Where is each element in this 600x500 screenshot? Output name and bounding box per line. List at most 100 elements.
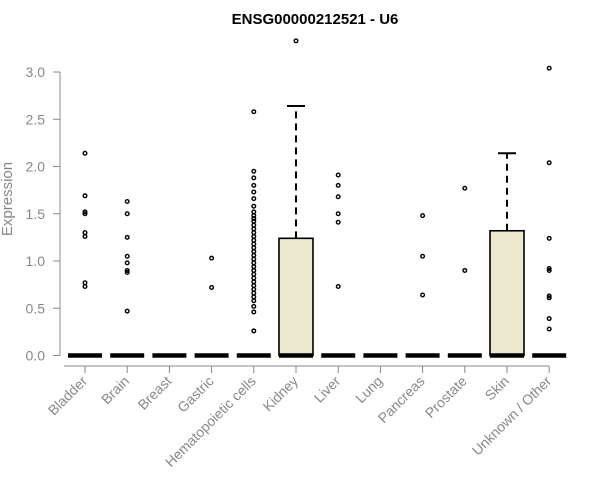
outlier-point: [251, 168, 257, 174]
outlier-point: [251, 213, 257, 219]
outlier-point: [462, 185, 468, 191]
outlier-point: [546, 326, 552, 332]
outlier-point: [420, 213, 426, 219]
outlier-point: [251, 294, 257, 300]
outlier-point: [251, 175, 257, 181]
outlier-point: [335, 172, 341, 178]
outlier-point: [251, 215, 257, 221]
y-tick-label: 0.5: [26, 300, 46, 316]
outlier-point: [546, 65, 552, 71]
outlier-point: [251, 303, 257, 309]
outlier-point: [251, 286, 257, 292]
outlier-point: [251, 279, 257, 285]
outlier-point: [82, 211, 88, 217]
outlier-point: [462, 267, 468, 273]
outlier-point: [124, 269, 130, 275]
outlier-point: [251, 230, 257, 236]
outlier-point: [251, 290, 257, 296]
y-tick-label: 0.0: [26, 348, 46, 364]
outlier-point: [546, 160, 552, 166]
outlier-point: [124, 234, 130, 240]
x-tick-label: Kidney: [260, 373, 302, 415]
outlier-point: [124, 253, 130, 259]
outlier-point: [293, 38, 299, 44]
outlier-point: [251, 309, 257, 315]
outlier-point: [251, 249, 257, 255]
y-tick-label: 1.0: [26, 253, 46, 269]
outlier-point: [82, 150, 88, 156]
x-tick-label: Bladder: [45, 373, 91, 419]
y-tick-label: 1.5: [26, 206, 46, 222]
box-8: [405, 213, 440, 358]
outlier-point: [124, 260, 130, 266]
outlier-point: [251, 237, 257, 243]
y-tick-label: 3.0: [26, 64, 46, 80]
outlier-point: [82, 284, 88, 290]
box-6: [321, 172, 356, 358]
outlier-point: [251, 226, 257, 232]
outlier-point: [335, 182, 341, 188]
x-tick-label: Prostate: [422, 373, 470, 421]
outlier-point: [251, 267, 257, 273]
outlier-point: [335, 219, 341, 225]
box-11: [532, 65, 567, 358]
outlier-point: [251, 271, 257, 277]
y-tick-label: 2.5: [26, 111, 46, 127]
outlier-point: [82, 230, 88, 236]
outlier-point: [251, 252, 257, 258]
outlier-point: [546, 295, 552, 301]
outlier-point: [546, 267, 552, 273]
outlier-point: [251, 196, 257, 202]
x-tick-label: Lung: [352, 373, 385, 406]
outlier-point: [251, 283, 257, 289]
outlier-point: [420, 253, 426, 259]
outlier-point: [251, 256, 257, 262]
outlier-point: [251, 218, 257, 224]
outlier-point: [251, 264, 257, 270]
x-tick-label: Breast: [135, 373, 175, 413]
chart-title: ENSG00000212521 - U6: [232, 11, 399, 28]
outlier-point: [124, 308, 130, 314]
y-axis: 0.0 0.5 1.0 1.5 2.0 2.5 3.0: [26, 64, 61, 364]
outlier-point: [251, 241, 257, 247]
outlier-point: [335, 211, 341, 217]
outlier-point: [546, 235, 552, 241]
outlier-point: [251, 203, 257, 209]
outlier-point: [546, 266, 552, 272]
outlier-point: [335, 284, 341, 290]
outlier-point: [251, 328, 257, 334]
boxes-group: [68, 38, 567, 358]
outlier-point: [251, 275, 257, 281]
outlier-point: [251, 233, 257, 239]
box-0: [68, 150, 102, 358]
outlier-point: [546, 316, 552, 322]
box-5: [278, 38, 314, 358]
box-1: [110, 198, 145, 358]
outlier-point: [251, 245, 257, 251]
outlier-point: [209, 255, 215, 261]
x-tick-label: Pancreas: [375, 373, 428, 426]
y-axis-label: Expression: [0, 162, 16, 236]
outlier-point: [251, 260, 257, 266]
x-tick-label: Skin: [482, 373, 513, 404]
x-tick-label: Brain: [98, 373, 132, 407]
outlier-point: [251, 298, 257, 304]
y-tick-label: 2.0: [26, 159, 46, 175]
box-3: [194, 255, 229, 358]
outlier-point: [251, 182, 257, 188]
outlier-point: [251, 222, 257, 228]
outlier-point: [251, 189, 257, 195]
outlier-point: [82, 209, 88, 215]
outlier-point: [546, 293, 552, 299]
outlier-point: [82, 280, 88, 286]
outlier-point: [124, 211, 130, 217]
x-tick-label: Unknown / Other: [469, 373, 555, 459]
outlier-point: [209, 284, 215, 290]
box-10: [489, 152, 525, 358]
outlier-point: [82, 233, 88, 239]
outlier-point: [124, 267, 130, 273]
x-tick-label: Liver: [311, 373, 344, 406]
outlier-point: [251, 109, 257, 115]
